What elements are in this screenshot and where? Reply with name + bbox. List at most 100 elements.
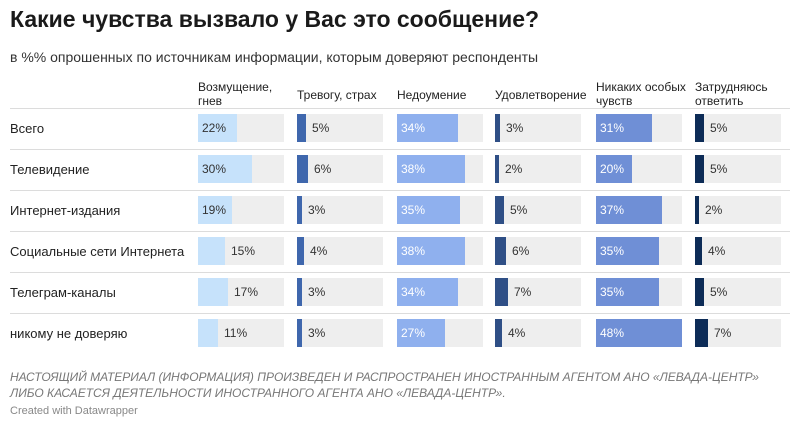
column-header: Никаких особых чувств — [596, 80, 686, 108]
row-label: Интернет-издания — [10, 203, 121, 218]
row-divider — [10, 108, 790, 109]
bar-value: 34% — [401, 121, 426, 135]
bar-value: 35% — [401, 203, 426, 217]
bar-value: 2% — [505, 162, 523, 176]
bar-value: 11% — [224, 326, 248, 340]
bar-track — [495, 155, 581, 183]
row-label: никому не доверяю — [10, 326, 128, 341]
bar-value: 31% — [600, 121, 625, 135]
bar-value: 37% — [600, 203, 625, 217]
data-bar — [596, 114, 652, 142]
row-divider — [10, 190, 790, 191]
data-bar — [695, 237, 702, 265]
bar-value: 2% — [705, 203, 723, 217]
bar-value: 5% — [312, 121, 330, 135]
data-bar — [297, 196, 302, 224]
bar-track — [297, 155, 383, 183]
data-bar — [198, 319, 218, 347]
bar-track — [695, 278, 781, 306]
data-bar — [596, 278, 659, 306]
bar-track — [695, 114, 781, 142]
data-bar — [297, 237, 304, 265]
column-header: Затрудняюсь ответить — [695, 80, 768, 108]
data-bar — [397, 278, 458, 306]
bar-value: 4% — [708, 244, 726, 258]
column-header: Тревогу, страх — [297, 88, 377, 102]
data-bar — [695, 196, 699, 224]
row-label: Телеграм-каналы — [10, 285, 116, 300]
data-bar — [198, 237, 225, 265]
bar-track — [695, 319, 781, 347]
bar-value: 5% — [510, 203, 528, 217]
bar-value: 35% — [600, 285, 625, 299]
data-bar — [495, 319, 502, 347]
data-bar — [198, 114, 237, 142]
bar-track — [695, 155, 781, 183]
bar-track — [495, 278, 581, 306]
bar-value: 7% — [514, 285, 532, 299]
foreign-agent-note: НАСТОЯЩИЙ МАТЕРИАЛ (ИНФОРМАЦИЯ) ПРОИЗВЕД… — [10, 370, 759, 400]
data-bar — [397, 237, 465, 265]
chart-subtitle: в %% опрошенных по источникам информации… — [10, 49, 539, 65]
bar-value: 7% — [714, 326, 732, 340]
data-bar — [297, 155, 308, 183]
data-bar — [495, 278, 508, 306]
bar-track — [495, 237, 581, 265]
bar-track — [495, 196, 581, 224]
bar-track — [297, 196, 383, 224]
bar-value: 5% — [710, 285, 728, 299]
data-bar — [695, 319, 708, 347]
datawrapper-credit[interactable]: Created with Datawrapper — [10, 405, 138, 417]
bar-value: 3% — [308, 285, 326, 299]
data-bar — [397, 114, 458, 142]
bar-track — [297, 237, 383, 265]
data-bar — [495, 155, 499, 183]
bar-track — [297, 114, 383, 142]
data-bar — [297, 114, 306, 142]
bar-value: 6% — [314, 162, 332, 176]
data-bar — [596, 155, 632, 183]
data-bar — [397, 196, 460, 224]
bar-track — [297, 319, 383, 347]
bar-track — [495, 319, 581, 347]
bar-value: 27% — [401, 326, 426, 340]
bar-track — [495, 114, 581, 142]
data-bar — [198, 155, 252, 183]
data-bar — [695, 278, 704, 306]
column-header: Возмущение, гнев — [198, 80, 273, 108]
row-divider — [10, 272, 790, 273]
data-bar — [695, 114, 704, 142]
bar-value: 4% — [310, 244, 328, 258]
column-header: Недоумение — [397, 88, 467, 102]
bar-value: 5% — [710, 162, 728, 176]
bar-track — [695, 237, 781, 265]
data-bar — [495, 196, 504, 224]
bar-value: 3% — [308, 326, 326, 340]
data-bar — [695, 155, 704, 183]
bar-track — [297, 278, 383, 306]
bar-value: 19% — [202, 203, 227, 217]
row-divider — [10, 231, 790, 232]
bar-value: 30% — [202, 162, 227, 176]
chart-title: Какие чувства вызвало у Вас это сообщени… — [10, 6, 540, 32]
data-bar — [397, 319, 445, 347]
bar-value: 35% — [600, 244, 625, 258]
data-bar — [596, 196, 662, 224]
bar-value: 17% — [234, 285, 259, 299]
bar-value: 3% — [506, 121, 524, 135]
bar-value: 4% — [508, 326, 526, 340]
bar-value: 48% — [600, 326, 625, 340]
row-label: Всего — [10, 121, 45, 136]
bar-value: 34% — [401, 285, 426, 299]
bar-value: 38% — [401, 162, 426, 176]
bar-value: 6% — [512, 244, 530, 258]
row-label: Телевидение — [10, 162, 90, 177]
data-bar — [198, 196, 232, 224]
data-bar — [495, 114, 500, 142]
bar-value: 3% — [308, 203, 326, 217]
data-bar — [198, 278, 228, 306]
row-label: Социальные сети Интернета — [10, 244, 185, 259]
data-bar — [397, 155, 465, 183]
bar-value: 38% — [401, 244, 426, 258]
